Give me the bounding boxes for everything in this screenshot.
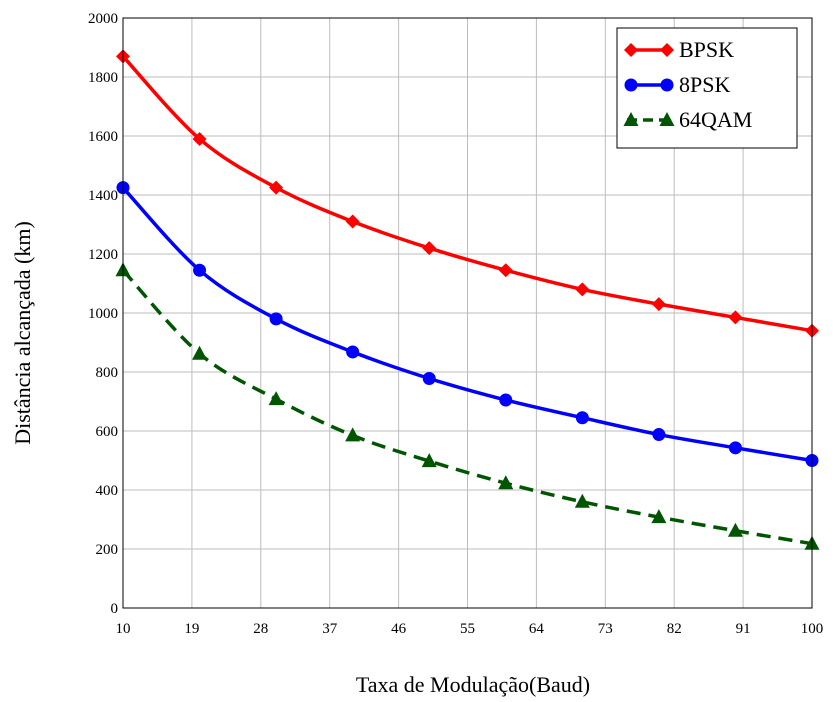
x-axis-title: Taxa de Modulação(Baud) xyxy=(356,672,590,697)
x-tick-label: 82 xyxy=(667,621,682,637)
y-tick-label: 1200 xyxy=(88,247,118,263)
legend-marker-8psk xyxy=(660,78,674,92)
data-point-bpsk xyxy=(575,282,590,297)
series-8psk xyxy=(116,181,819,467)
data-point-8psk xyxy=(422,371,436,385)
y-tick-label: 1600 xyxy=(88,129,118,145)
series-64qam xyxy=(115,262,820,550)
data-point-bpsk xyxy=(498,263,513,278)
data-point-64qam xyxy=(192,345,208,360)
data-point-bpsk xyxy=(345,214,360,229)
x-tick-label: 37 xyxy=(322,621,338,637)
legend-marker-64qam xyxy=(659,112,675,126)
y-tick-label: 600 xyxy=(96,424,119,440)
y-tick-label: 1000 xyxy=(88,306,118,322)
grid xyxy=(123,18,812,608)
series-line-64qam xyxy=(121,269,813,546)
data-point-64qam xyxy=(727,522,743,537)
legend-marker-bpsk xyxy=(660,43,674,57)
legend: BPSK 8PSK 64QAM xyxy=(616,27,798,149)
series-line-8psk xyxy=(121,186,813,463)
legend-label-64qam: 64QAM xyxy=(679,107,752,132)
data-point-64qam xyxy=(345,427,361,442)
data-point-bpsk xyxy=(728,310,743,325)
data-point-8psk xyxy=(193,263,207,277)
data-point-64qam xyxy=(421,453,437,468)
y-tick-label: 0 xyxy=(111,601,119,617)
series-bpsk xyxy=(116,49,819,338)
x-tick-label: 10 xyxy=(116,621,131,637)
data-point-8psk xyxy=(575,411,589,425)
legend-box xyxy=(616,27,798,149)
data-point-64qam xyxy=(574,493,590,508)
legend-marker-64qam xyxy=(623,112,639,126)
data-point-bpsk xyxy=(651,297,666,312)
legend-label-bpsk: BPSK xyxy=(679,37,734,62)
x-tick-label: 55 xyxy=(460,621,475,637)
data-point-bpsk xyxy=(269,180,284,195)
plot-frame xyxy=(122,17,813,609)
x-tick-label: 73 xyxy=(598,621,613,637)
data-point-bpsk xyxy=(192,131,207,146)
data-point-8psk xyxy=(652,428,666,442)
x-tick-label: 100 xyxy=(801,621,824,637)
x-tick-label: 28 xyxy=(253,621,268,637)
x-tick-label: 91 xyxy=(736,621,751,637)
legend-label-8psk: 8PSK xyxy=(679,72,730,97)
y-tick-label: 400 xyxy=(96,483,119,499)
x-tick-label: 46 xyxy=(391,621,407,637)
data-point-64qam xyxy=(268,391,284,406)
x-tick-label: 64 xyxy=(529,621,545,637)
y-tick-label: 800 xyxy=(96,365,119,381)
data-point-64qam xyxy=(498,475,514,490)
data-point-8psk xyxy=(728,441,742,455)
y-tick-label: 1400 xyxy=(88,188,118,204)
series-layer xyxy=(115,49,820,550)
data-point-bpsk xyxy=(422,241,437,256)
data-point-8psk xyxy=(346,345,360,359)
data-point-8psk xyxy=(499,393,513,407)
data-point-64qam xyxy=(651,509,667,524)
legend-marker-8psk xyxy=(624,78,638,92)
y-tick-label: 200 xyxy=(96,542,119,558)
data-point-8psk xyxy=(269,312,283,326)
y-tick-label: 2000 xyxy=(88,11,118,27)
series-line-bpsk xyxy=(121,55,813,333)
legend-marker-bpsk xyxy=(624,43,638,57)
y-tick-label: 1800 xyxy=(88,70,118,86)
y-axis-title: Distância alcançada (km) xyxy=(10,221,35,445)
x-tick-label: 19 xyxy=(184,621,199,637)
tick-labels: 10 19 28 37 46 55 64 73 82 91 10002004006008001000… xyxy=(88,11,823,637)
